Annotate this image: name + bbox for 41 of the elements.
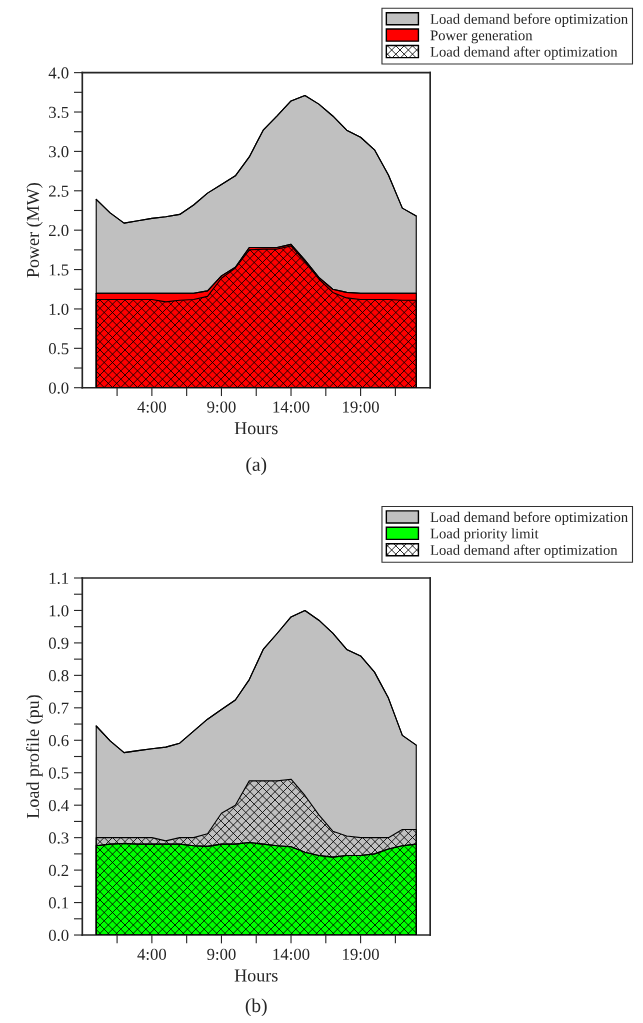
y-tick-label: 0.0 <box>48 929 69 942</box>
text: (b) <box>245 998 267 1017</box>
x-tick-label: 4:00 <box>137 401 167 413</box>
y-tick-label: 0.3 <box>48 832 69 844</box>
y-tick-label: 1.5 <box>49 264 69 276</box>
x-tick-label: 4:00 <box>137 948 167 961</box>
y-tick-label: 0.5 <box>48 343 69 355</box>
y-tick-label: 0.8 <box>48 670 69 682</box>
y-tick-label: 1.1 <box>49 572 69 585</box>
legend-label: Load demand before optimization <box>430 13 628 27</box>
y-tick-label: 4.0 <box>48 67 69 79</box>
x-tick-label: 14:00 <box>273 948 310 961</box>
x-tick-label: 19:00 <box>343 401 379 413</box>
y-tick-label: 0.2 <box>48 864 69 877</box>
legend-label: Load demand after optimization <box>430 544 618 558</box>
x-tick-label: 14:00 <box>273 401 310 413</box>
y-axis-title: Power (MW) <box>26 183 43 278</box>
x-tick-label: 9:00 <box>207 401 236 413</box>
y-tick-label: 2.5 <box>49 185 69 197</box>
x-tick-label: 9:00 <box>207 948 236 961</box>
y-axis-title: Load profile (pu) <box>26 695 43 819</box>
legend-label: Load priority limit <box>430 528 539 542</box>
y-tick-label: 0.4 <box>48 799 69 812</box>
y-tick-label: 0.0 <box>48 382 69 394</box>
y-tick-label: 1.0 <box>49 605 69 617</box>
y-tick-label: 0.6 <box>48 734 69 747</box>
legend-label: Load demand before optimization <box>430 511 628 526</box>
x-axis-title: Hours <box>234 422 278 435</box>
y-tick-label: 0.7 <box>48 702 69 714</box>
x-tick-label: 19:00 <box>343 948 379 961</box>
x-axis-title: Hours <box>234 969 278 982</box>
legend-label: Load demand after optimization <box>430 46 618 60</box>
legend-label: Power generation <box>430 30 533 44</box>
y-tick-label: 0.5 <box>48 767 69 779</box>
y-tick-label: 1.0 <box>49 303 69 315</box>
y-tick-label: 3.5 <box>49 106 69 119</box>
y-tick-label: 3.0 <box>49 146 69 158</box>
text: (a) <box>246 457 267 475</box>
y-tick-label: 2.0 <box>49 224 69 237</box>
y-tick-label: 0.9 <box>48 637 69 649</box>
y-tick-label: 0.1 <box>48 897 69 909</box>
